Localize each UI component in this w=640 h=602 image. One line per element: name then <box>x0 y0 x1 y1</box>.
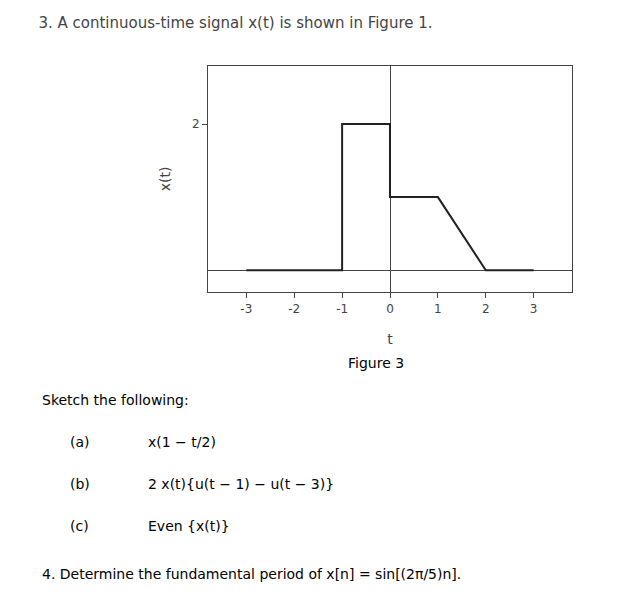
svg-text:2: 2 <box>192 117 200 131</box>
svg-text:4. Determine the fundamental p: 4. Determine the fundamental period of x… <box>42 566 461 582</box>
svg-text:3: 3 <box>530 302 538 316</box>
svg-text:t: t <box>387 331 393 347</box>
svg-text:(c): (c) <box>70 518 89 534</box>
svg-text:2 x(t){u(t − 1) − u(t − 3)}: 2 x(t){u(t − 1) − u(t − 3)} <box>148 476 334 492</box>
svg-text:x(1 − t/2): x(1 − t/2) <box>148 434 216 450</box>
svg-text:x(t): x(t) <box>157 166 173 191</box>
svg-text:(b): (b) <box>70 476 90 492</box>
svg-text:-2: -2 <box>288 302 300 316</box>
svg-text:Even {x(t)}: Even {x(t)} <box>148 518 230 534</box>
svg-text:0: 0 <box>386 302 394 316</box>
svg-text:1: 1 <box>434 302 442 316</box>
svg-text:Sketch the following:: Sketch the following: <box>42 392 189 408</box>
svg-text:(a): (a) <box>70 434 90 450</box>
svg-text:Figure 3: Figure 3 <box>348 355 404 371</box>
svg-text:-1: -1 <box>336 302 348 316</box>
svg-text:2: 2 <box>482 302 490 316</box>
svg-text:-3: -3 <box>240 302 252 316</box>
svg-text:3. A continuous-time signal x(: 3. A continuous-time signal x(t) is show… <box>38 14 432 32</box>
